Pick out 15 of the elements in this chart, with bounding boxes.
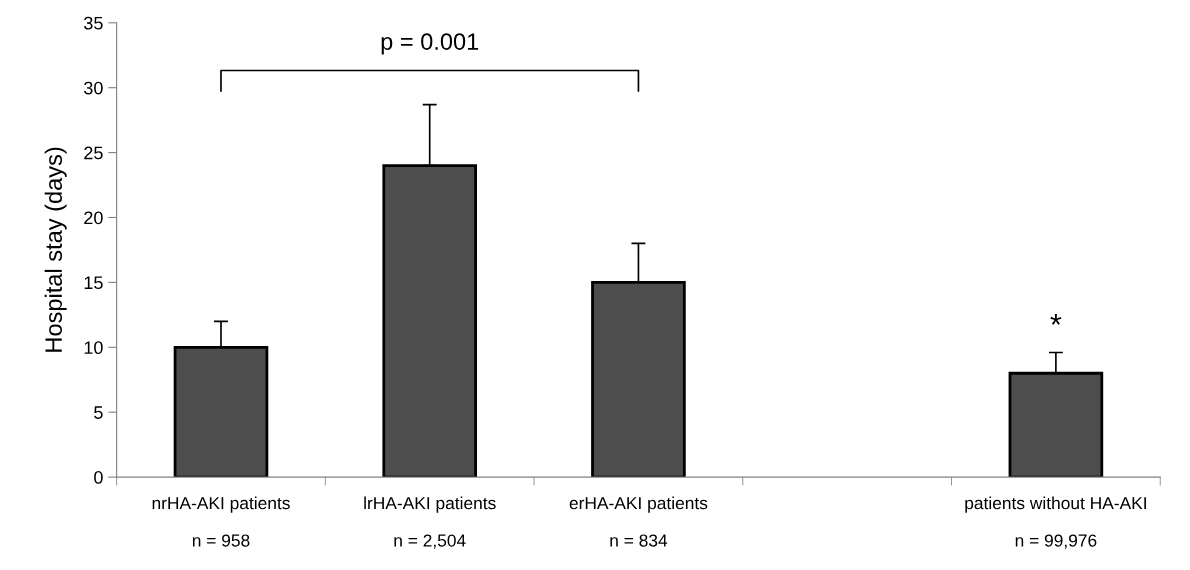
y-axis-title: Hospital stay (days) — [44, 147, 67, 352]
category-label: nrHA-AKI patients n = 958 — [152, 496, 290, 547]
y-tick-label: 35 — [84, 16, 103, 30]
annotation: p = 0.001 — [381, 33, 479, 55]
y-tick-label: 0 — [94, 471, 103, 484]
category-label: lrHA-AKI patients n = 2,504 — [364, 496, 496, 549]
y-tick-label: 10 — [84, 341, 103, 355]
annotation: * — [1050, 314, 1062, 325]
y-tick-label: 25 — [84, 146, 103, 160]
y-tick-label: 5 — [94, 406, 103, 419]
y-tick-label: 15 — [84, 276, 103, 290]
y-tick-label: 20 — [84, 211, 103, 225]
category-label: patients without HA-AKI n = 99,976 — [965, 496, 1146, 549]
category-label: erHA-AKI patients n = 834 — [569, 496, 708, 547]
y-tick-label: 30 — [84, 81, 103, 95]
